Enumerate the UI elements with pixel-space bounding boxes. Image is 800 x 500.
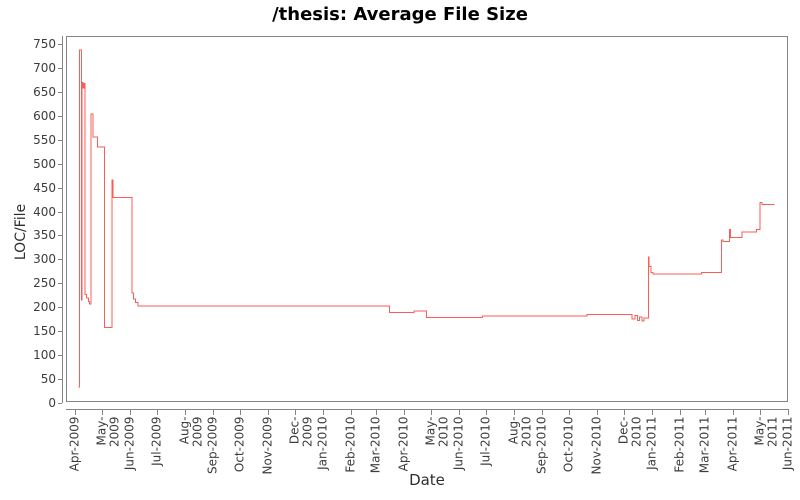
plot-area [66, 36, 788, 402]
y-axis-title: LOC/File [13, 203, 29, 261]
x-tick-mark [680, 410, 681, 415]
x-tick-mark [459, 410, 460, 415]
y-tick-mark [58, 283, 62, 284]
x-tick-mark [376, 410, 377, 415]
x-tick-mark [514, 410, 515, 415]
y-tick-mark [58, 307, 62, 308]
y-tick-mark [58, 403, 62, 404]
y-tick-label: 0 [48, 396, 56, 410]
x-tick-mark [185, 410, 186, 415]
y-tick-label: 500 [33, 157, 56, 171]
y-tick-mark [58, 92, 62, 93]
chart-title: /thesis: Average File Size [272, 4, 528, 25]
y-tick-mark [58, 355, 62, 356]
y-tick-label: 600 [33, 109, 56, 123]
y-tick-label: 400 [33, 205, 56, 219]
y-tick-mark [58, 212, 62, 213]
x-tick-mark [760, 410, 761, 415]
x-tick-mark [652, 410, 653, 415]
x-tick-mark [268, 410, 269, 415]
x-tick-mark [431, 410, 432, 415]
y-tick-mark [58, 68, 62, 69]
y-tick-label: 650 [33, 85, 56, 99]
x-tick-mark [130, 410, 131, 415]
x-tick-mark [351, 410, 352, 415]
y-tick-mark [58, 116, 62, 117]
x-tick-mark [240, 410, 241, 415]
y-tick-label: 250 [33, 276, 56, 290]
y-tick-label: 450 [33, 181, 56, 195]
x-tick-mark [624, 410, 625, 415]
x-tick-mark [404, 410, 405, 415]
x-tick-mark [788, 410, 789, 415]
y-tick-mark [58, 164, 62, 165]
y-tick-label: 550 [33, 133, 56, 147]
y-tick-label: 350 [33, 228, 56, 242]
y-tick-label: 100 [33, 348, 56, 362]
y-tick-mark [58, 188, 62, 189]
y-tick-label: 700 [33, 61, 56, 75]
y-tick-mark [58, 259, 62, 260]
x-tick-mark [733, 410, 734, 415]
x-tick-mark [569, 410, 570, 415]
y-tick-label: 200 [33, 300, 56, 314]
y-tick-mark [58, 44, 62, 45]
x-tick-mark [705, 410, 706, 415]
y-tick-label: 150 [33, 324, 56, 338]
x-tick-mark [486, 410, 487, 415]
x-tick-mark [157, 410, 158, 415]
x-tick-mark [102, 410, 103, 415]
x-tick-mark [542, 410, 543, 415]
x-tick-mark [597, 410, 598, 415]
y-tick-label: 750 [33, 37, 56, 51]
x-axis-title: Date [409, 471, 445, 489]
x-tick-mark [213, 410, 214, 415]
y-tick-mark [58, 140, 62, 141]
x-axis-line [66, 409, 789, 410]
series-line [78, 49, 775, 388]
x-tick-mark [75, 410, 76, 415]
x-tick-mark [295, 410, 296, 415]
y-tick-label: 300 [33, 252, 56, 266]
y-axis-line [62, 36, 63, 403]
x-tick-mark [323, 410, 324, 415]
y-tick-mark [58, 331, 62, 332]
y-tick-mark [58, 379, 62, 380]
y-tick-mark [58, 235, 62, 236]
y-tick-label: 50 [40, 372, 56, 386]
